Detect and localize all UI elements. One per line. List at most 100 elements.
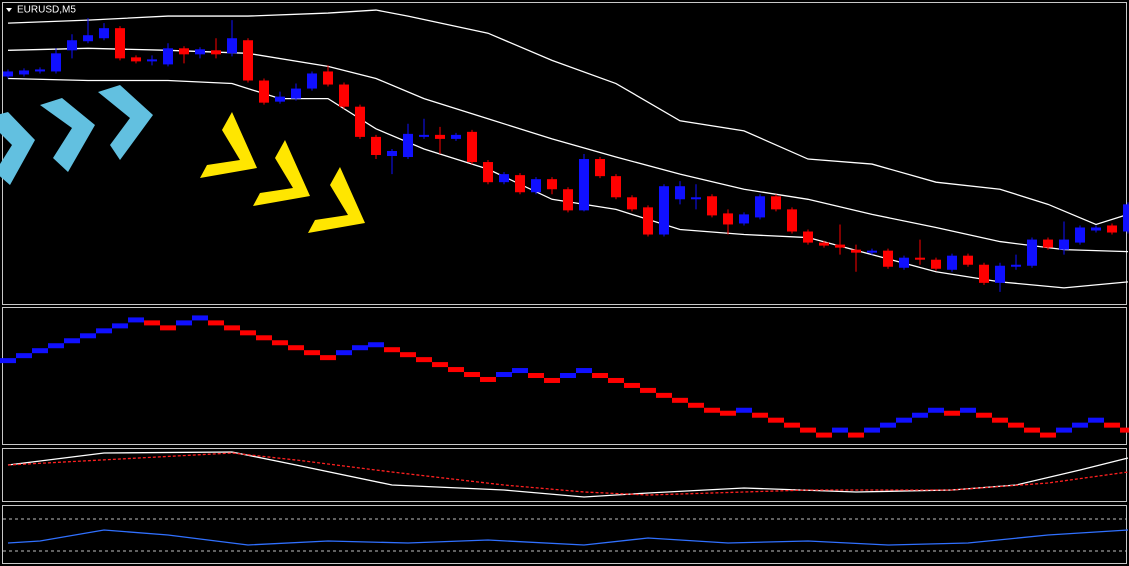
candle-body xyxy=(99,28,109,39)
candle-body xyxy=(771,196,781,210)
step-segment xyxy=(480,376,496,382)
indicator-line xyxy=(7,452,1129,496)
candle-body xyxy=(1107,225,1117,233)
candle-body xyxy=(19,70,29,75)
candle-body xyxy=(227,38,237,54)
candle-body xyxy=(899,257,909,268)
candle-body xyxy=(995,265,1005,283)
indicator-pane xyxy=(2,448,1127,502)
candle-body xyxy=(803,231,813,243)
step-segment xyxy=(928,407,944,413)
step-segment xyxy=(976,412,992,418)
step-segment xyxy=(736,407,752,413)
candle-body xyxy=(755,196,765,218)
step-segment xyxy=(512,368,528,374)
step-segment xyxy=(992,417,1008,423)
candle-body xyxy=(915,257,925,260)
step-segment xyxy=(880,422,896,428)
step-segment xyxy=(400,352,416,358)
step-segment xyxy=(1088,417,1104,423)
step-segment xyxy=(944,410,960,416)
step-segment xyxy=(1056,427,1072,433)
step-segment xyxy=(432,362,448,368)
candle-body xyxy=(435,134,445,139)
step-segment xyxy=(768,417,784,423)
candle-body xyxy=(371,136,381,156)
step-segment xyxy=(112,323,128,329)
step-segment xyxy=(720,410,736,416)
candle-body xyxy=(403,133,413,158)
menu-arrow[interactable] xyxy=(6,8,12,12)
step-segment xyxy=(16,353,32,359)
candle-body xyxy=(547,179,557,190)
step-segment xyxy=(128,317,144,323)
step-segment xyxy=(320,355,336,361)
step-segment xyxy=(256,335,272,341)
candle-body xyxy=(387,150,397,157)
candle-body xyxy=(243,40,253,81)
candle-body xyxy=(627,197,637,210)
step-segment xyxy=(784,422,800,428)
candle-body xyxy=(339,84,349,107)
step-segment xyxy=(176,320,192,326)
candle-body xyxy=(595,159,605,177)
candle-body xyxy=(451,134,461,139)
candle-body xyxy=(115,28,125,59)
step-segment xyxy=(608,377,624,383)
step-segment xyxy=(560,373,576,379)
candle-body xyxy=(691,197,701,200)
symbol-label: EURUSD,M5 xyxy=(17,5,76,16)
candle-body xyxy=(643,207,653,235)
candle-body xyxy=(787,209,797,232)
candle-body xyxy=(211,50,221,55)
candle-body xyxy=(323,71,333,85)
candle-body xyxy=(739,214,749,224)
step-segment xyxy=(544,377,560,383)
candle-body xyxy=(1027,239,1037,266)
step-segment xyxy=(336,350,352,356)
candle-body xyxy=(131,57,141,62)
candle-body xyxy=(947,255,957,270)
candle-body xyxy=(483,162,493,183)
arrow xyxy=(98,85,153,160)
step-segment xyxy=(288,345,304,351)
step-segment xyxy=(208,320,224,326)
step-segment xyxy=(848,432,864,438)
step-segment xyxy=(816,432,832,438)
candle-body xyxy=(499,174,509,183)
candle-body xyxy=(355,106,365,137)
step-segment xyxy=(352,345,368,351)
candle-body xyxy=(467,131,477,163)
step-segment xyxy=(1040,432,1056,438)
candle-body xyxy=(659,186,669,235)
candle-body xyxy=(819,242,829,246)
candle-body xyxy=(147,59,157,62)
candle-body xyxy=(675,186,685,200)
step-segment xyxy=(752,412,768,418)
candle-body xyxy=(1091,227,1101,231)
step-segment xyxy=(576,368,592,374)
step-segment xyxy=(0,358,16,364)
step-segment xyxy=(32,348,48,354)
step-segment xyxy=(912,412,928,418)
arrow xyxy=(0,112,35,185)
step-segment xyxy=(1072,422,1088,428)
step-segment xyxy=(192,315,208,321)
step-segment xyxy=(384,347,400,353)
band-line xyxy=(7,9,1129,226)
candle-body xyxy=(1059,239,1069,250)
step-segment xyxy=(960,407,976,413)
candle-body xyxy=(67,40,77,51)
candle-body xyxy=(35,69,45,72)
step-segment xyxy=(656,392,672,398)
step-segment xyxy=(272,340,288,346)
arrow xyxy=(308,167,365,233)
candle-body xyxy=(531,179,541,193)
step-segment xyxy=(1024,427,1040,433)
step-segment xyxy=(240,330,256,336)
step-segment xyxy=(496,372,512,378)
candle-body xyxy=(83,35,93,42)
step-segment xyxy=(1120,427,1129,433)
step-segment xyxy=(80,333,96,339)
